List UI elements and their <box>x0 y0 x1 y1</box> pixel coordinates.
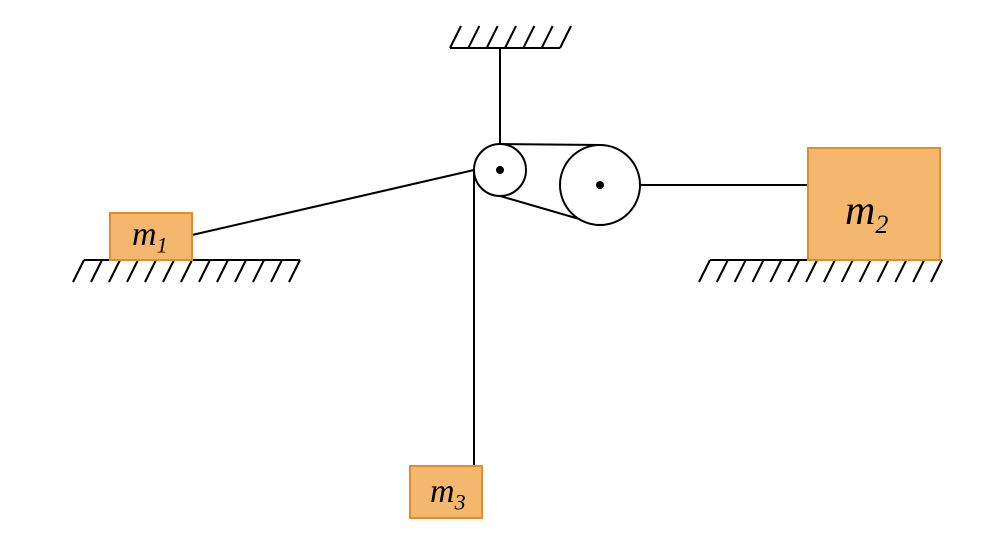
hatch-line <box>181 260 192 282</box>
pulley-small-axle <box>496 166 504 174</box>
hatch-line <box>505 26 516 48</box>
hatch-line <box>699 260 710 282</box>
hatch-line <box>73 260 84 282</box>
label-m1-base: m <box>132 216 157 253</box>
hatch-line <box>788 260 799 282</box>
hatch-line <box>770 260 781 282</box>
hatch-line <box>289 260 300 282</box>
hatch-line <box>842 260 853 282</box>
hatch-line <box>253 260 264 282</box>
pulley-large-axle <box>596 181 604 189</box>
label-m1-sub: 1 <box>157 232 168 257</box>
hatch-line <box>163 260 174 282</box>
hatch-group <box>73 260 300 282</box>
hatch-line <box>523 26 534 48</box>
hatch-line <box>824 260 835 282</box>
label-m2-base: m <box>845 188 875 234</box>
label-m2-sub: 2 <box>875 210 888 239</box>
label-m3-sub: 3 <box>454 489 466 514</box>
hatch-group <box>699 260 942 282</box>
hatch-line <box>542 26 553 48</box>
hatch-line <box>271 260 282 282</box>
label-m3-base: m <box>430 473 455 510</box>
rope-m1 <box>192 170 474 235</box>
hatch-line <box>753 260 764 282</box>
hatch-line <box>717 260 728 282</box>
hatch-line <box>735 260 746 282</box>
hatch-line <box>199 260 210 282</box>
hatch-group <box>450 26 571 48</box>
hatch-line <box>487 26 498 48</box>
hatch-line <box>560 26 571 48</box>
hatch-line <box>91 260 102 282</box>
hatch-line <box>913 260 924 282</box>
hatch-line <box>468 26 479 48</box>
hatch-line <box>145 260 156 282</box>
hatch-line <box>235 260 246 282</box>
rope-top-belt <box>500 144 600 145</box>
hatch-line <box>109 260 120 282</box>
hatch-line <box>895 260 906 282</box>
hatch-line <box>931 260 942 282</box>
hatch-line <box>127 260 138 282</box>
hatch-line <box>877 260 888 282</box>
hatch-line <box>217 260 228 282</box>
hatch-line <box>860 260 871 282</box>
hatch-line <box>806 260 817 282</box>
hatch-line <box>450 26 461 48</box>
